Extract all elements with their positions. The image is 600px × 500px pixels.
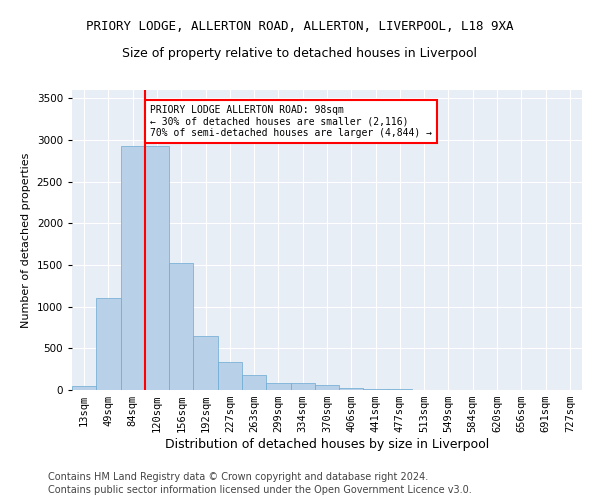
Bar <box>72 386 96 390</box>
X-axis label: Distribution of detached houses by size in Liverpool: Distribution of detached houses by size … <box>165 438 489 451</box>
Bar <box>169 264 193 390</box>
Bar <box>96 298 121 390</box>
Text: PRIORY LODGE, ALLERTON ROAD, ALLERTON, LIVERPOOL, L18 9XA: PRIORY LODGE, ALLERTON ROAD, ALLERTON, L… <box>86 20 514 33</box>
Bar <box>145 146 169 390</box>
Bar <box>218 362 242 390</box>
Text: Size of property relative to detached houses in Liverpool: Size of property relative to detached ho… <box>122 48 478 60</box>
Text: Contains public sector information licensed under the Open Government Licence v3: Contains public sector information licen… <box>48 485 472 495</box>
Bar <box>266 382 290 390</box>
Bar <box>290 382 315 390</box>
Bar <box>339 388 364 390</box>
Text: Contains HM Land Registry data © Crown copyright and database right 2024.: Contains HM Land Registry data © Crown c… <box>48 472 428 482</box>
Bar <box>193 336 218 390</box>
Bar <box>364 389 388 390</box>
Bar <box>388 389 412 390</box>
Y-axis label: Number of detached properties: Number of detached properties <box>21 152 31 328</box>
Bar <box>315 385 339 390</box>
Text: PRIORY LODGE ALLERTON ROAD: 98sqm
← 30% of detached houses are smaller (2,116)
7: PRIORY LODGE ALLERTON ROAD: 98sqm ← 30% … <box>150 105 432 138</box>
Bar <box>242 374 266 390</box>
Bar <box>121 146 145 390</box>
